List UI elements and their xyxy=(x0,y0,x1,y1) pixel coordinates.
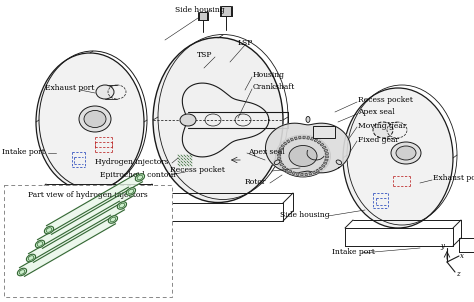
Polygon shape xyxy=(296,173,299,175)
Polygon shape xyxy=(278,151,281,153)
Polygon shape xyxy=(312,171,316,174)
Ellipse shape xyxy=(275,135,330,177)
Ellipse shape xyxy=(18,268,27,276)
Text: Recess pocket: Recess pocket xyxy=(170,166,225,174)
Polygon shape xyxy=(265,123,350,173)
Text: Intake port: Intake port xyxy=(2,148,45,156)
Polygon shape xyxy=(292,172,295,175)
Polygon shape xyxy=(285,168,289,171)
Polygon shape xyxy=(287,140,290,143)
Ellipse shape xyxy=(306,117,310,122)
Text: Rotor: Rotor xyxy=(245,178,266,186)
Text: Recess pocket: Recess pocket xyxy=(358,96,413,104)
Ellipse shape xyxy=(45,226,54,234)
Polygon shape xyxy=(303,136,305,139)
Ellipse shape xyxy=(289,146,317,166)
Ellipse shape xyxy=(135,174,145,181)
Text: Exhaust port: Exhaust port xyxy=(45,84,94,92)
Text: Apex seal: Apex seal xyxy=(248,148,285,156)
Polygon shape xyxy=(294,137,297,140)
Polygon shape xyxy=(282,166,286,169)
Ellipse shape xyxy=(274,160,280,165)
Ellipse shape xyxy=(336,160,342,165)
Ellipse shape xyxy=(373,122,393,138)
Polygon shape xyxy=(325,153,328,155)
Ellipse shape xyxy=(117,202,127,209)
Polygon shape xyxy=(319,167,322,170)
Text: Side housing: Side housing xyxy=(175,6,225,14)
Polygon shape xyxy=(318,141,321,144)
Polygon shape xyxy=(314,139,318,142)
Text: LSP: LSP xyxy=(238,39,254,47)
Polygon shape xyxy=(290,138,293,141)
Polygon shape xyxy=(278,158,281,159)
Ellipse shape xyxy=(343,88,453,228)
Polygon shape xyxy=(324,149,328,152)
Text: Apex seal: Apex seal xyxy=(358,108,395,116)
Polygon shape xyxy=(320,143,324,146)
Polygon shape xyxy=(326,156,328,158)
Ellipse shape xyxy=(84,111,106,127)
Polygon shape xyxy=(283,142,287,145)
Text: y: y xyxy=(440,242,444,250)
Polygon shape xyxy=(288,170,292,173)
Ellipse shape xyxy=(391,142,421,164)
Text: Part view of hydrogen injectors: Part view of hydrogen injectors xyxy=(28,191,148,199)
Polygon shape xyxy=(281,145,284,147)
Text: Exhaust port: Exhaust port xyxy=(433,174,474,182)
Text: TSP: TSP xyxy=(197,51,212,59)
Polygon shape xyxy=(301,173,303,176)
Text: Fixed gear: Fixed gear xyxy=(358,136,399,144)
Text: Housing: Housing xyxy=(253,71,285,79)
Text: Crankshaft: Crankshaft xyxy=(253,83,295,91)
Polygon shape xyxy=(19,215,116,276)
Polygon shape xyxy=(299,137,301,139)
Bar xyxy=(4,185,172,297)
Polygon shape xyxy=(321,165,325,167)
Polygon shape xyxy=(322,146,326,149)
Polygon shape xyxy=(325,159,328,161)
Ellipse shape xyxy=(79,106,111,132)
Polygon shape xyxy=(305,173,308,176)
Ellipse shape xyxy=(27,254,36,262)
Text: Side housing: Side housing xyxy=(280,211,329,219)
Polygon shape xyxy=(28,201,125,262)
Ellipse shape xyxy=(396,146,416,160)
Text: z: z xyxy=(456,270,460,278)
Text: Moving gear: Moving gear xyxy=(358,122,406,130)
Bar xyxy=(221,6,231,16)
Ellipse shape xyxy=(36,240,45,248)
Ellipse shape xyxy=(108,216,118,223)
Ellipse shape xyxy=(180,114,196,126)
Text: Epitrochoid contour: Epitrochoid contour xyxy=(100,171,177,179)
Bar xyxy=(313,126,335,138)
Ellipse shape xyxy=(153,37,283,203)
Polygon shape xyxy=(37,187,134,248)
Text: Intake port: Intake port xyxy=(332,248,375,256)
Polygon shape xyxy=(278,160,282,163)
Polygon shape xyxy=(307,137,310,139)
Ellipse shape xyxy=(126,188,136,195)
Polygon shape xyxy=(309,172,312,175)
Bar xyxy=(199,12,207,20)
Text: x: x xyxy=(460,252,464,260)
Ellipse shape xyxy=(96,85,114,99)
Polygon shape xyxy=(279,148,283,150)
Polygon shape xyxy=(323,162,327,164)
Polygon shape xyxy=(310,137,314,140)
Polygon shape xyxy=(46,173,142,234)
Text: Hydrogen injectors: Hydrogen injectors xyxy=(95,158,169,166)
Polygon shape xyxy=(316,169,319,172)
Polygon shape xyxy=(277,154,281,156)
Polygon shape xyxy=(280,163,283,166)
Ellipse shape xyxy=(36,53,144,191)
